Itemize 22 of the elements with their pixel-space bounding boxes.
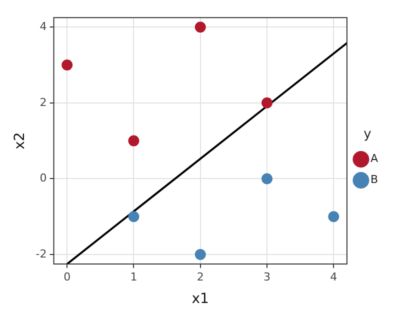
- point: [261, 97, 272, 108]
- x-tick-label: 1: [130, 270, 138, 284]
- point: [328, 211, 340, 222]
- point: [194, 22, 206, 33]
- legend-label: B: [370, 173, 378, 186]
- legend-title: y: [364, 127, 372, 142]
- y-tick-label: 0: [40, 172, 47, 185]
- y-tick-label: 2: [40, 96, 47, 109]
- legend-label: A: [370, 152, 378, 166]
- x-tick-label: 4: [330, 270, 338, 284]
- x-axis-title: x1: [192, 291, 209, 308]
- x-tick-label: 0: [64, 270, 71, 284]
- point: [261, 173, 272, 184]
- point: [128, 211, 140, 222]
- y-tick-label: -2: [36, 247, 47, 260]
- x-tick-label: 2: [196, 270, 204, 284]
- y-tick-label: 4: [40, 20, 47, 33]
- point: [128, 135, 140, 146]
- x-tick-label: 3: [263, 270, 270, 284]
- point: [62, 59, 73, 70]
- y-axis-title: x2: [12, 132, 28, 150]
- point: [194, 249, 206, 260]
